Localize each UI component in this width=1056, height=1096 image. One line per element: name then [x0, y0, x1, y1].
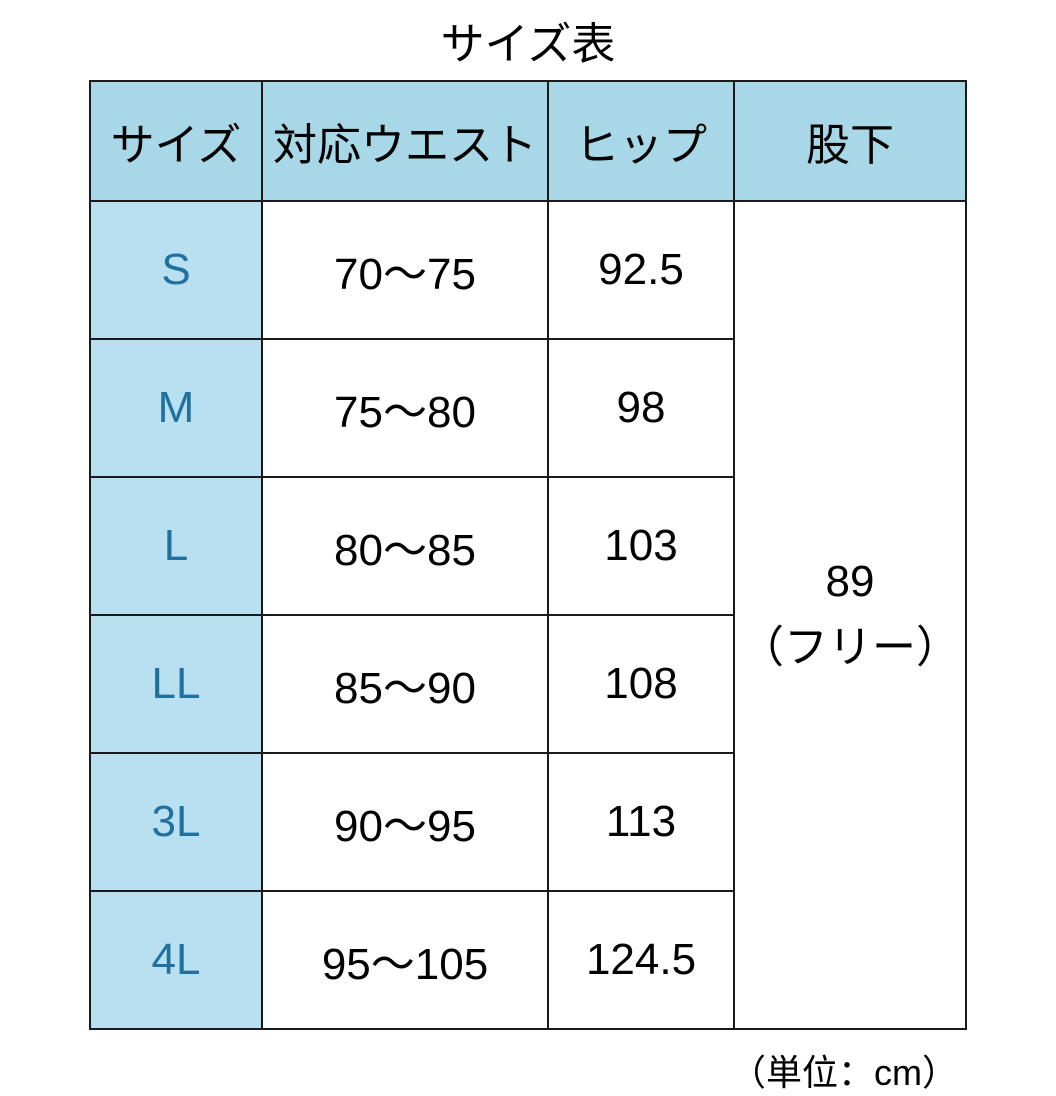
waist-cell: 90～95: [262, 753, 548, 891]
inseam-cell: 89 （フリー）: [734, 201, 966, 1029]
waist-cell: 85～90: [262, 615, 548, 753]
header-hip: ヒップ: [548, 81, 734, 201]
hip-cell: 113: [548, 753, 734, 891]
waist-cell: 70～75: [262, 201, 548, 339]
header-row: サイズ 対応ウエスト ヒップ 股下: [90, 81, 966, 201]
table-row: S 70～75 92.5 89 （フリー）: [90, 201, 966, 339]
waist-cell: 75～80: [262, 339, 548, 477]
header-inseam: 股下: [734, 81, 966, 201]
size-cell: LL: [90, 615, 262, 753]
inseam-value: 89: [826, 557, 875, 606]
hip-cell: 108: [548, 615, 734, 753]
size-table: サイズ 対応ウエスト ヒップ 股下 S 70～75 92.5 89 （フリー） …: [89, 80, 967, 1030]
unit-note: （単位：cm）: [90, 1044, 966, 1096]
header-waist: 対応ウエスト: [262, 81, 548, 201]
size-cell: L: [90, 477, 262, 615]
size-cell: S: [90, 201, 262, 339]
header-size: サイズ: [90, 81, 262, 201]
hip-cell: 98: [548, 339, 734, 477]
size-cell: 4L: [90, 891, 262, 1029]
waist-cell: 95～105: [262, 891, 548, 1029]
hip-cell: 124.5: [548, 891, 734, 1029]
waist-cell: 80～85: [262, 477, 548, 615]
hip-cell: 103: [548, 477, 734, 615]
size-cell: M: [90, 339, 262, 477]
table-title: サイズ表: [441, 8, 616, 72]
inseam-note: （フリー）: [740, 623, 960, 672]
size-cell: 3L: [90, 753, 262, 891]
hip-cell: 92.5: [548, 201, 734, 339]
